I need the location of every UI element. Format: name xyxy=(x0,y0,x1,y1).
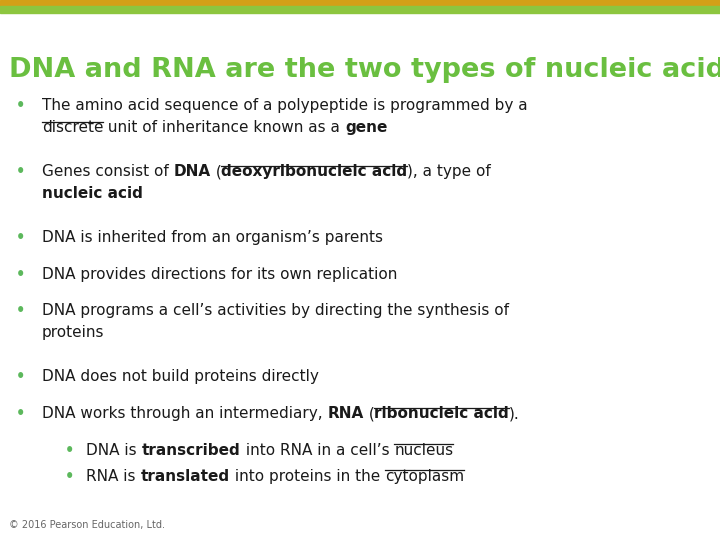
Text: cytoplasm: cytoplasm xyxy=(385,469,464,484)
Text: deoxyribonucleic acid: deoxyribonucleic acid xyxy=(221,164,408,179)
Text: nucleus: nucleus xyxy=(394,443,454,458)
Text: into proteins in the: into proteins in the xyxy=(230,469,385,484)
Text: DNA provides directions for its own replication: DNA provides directions for its own repl… xyxy=(42,267,397,282)
Text: DNA programs a cell’s activities by directing the synthesis of: DNA programs a cell’s activities by dire… xyxy=(42,303,509,319)
Text: © 2016 Pearson Education, Ltd.: © 2016 Pearson Education, Ltd. xyxy=(9,520,166,530)
Text: DNA does not build proteins directly: DNA does not build proteins directly xyxy=(42,369,319,384)
Text: Genes consist of: Genes consist of xyxy=(42,164,174,179)
Text: •: • xyxy=(16,230,25,245)
Text: •: • xyxy=(16,164,25,179)
Text: RNA: RNA xyxy=(328,406,364,421)
Text: •: • xyxy=(65,443,74,458)
Text: ribonucleic acid: ribonucleic acid xyxy=(374,406,509,421)
Text: •: • xyxy=(16,303,25,319)
Text: DNA is inherited from an organism’s parents: DNA is inherited from an organism’s pare… xyxy=(42,230,383,245)
Text: translated: translated xyxy=(141,469,230,484)
Text: ).: ). xyxy=(509,406,520,421)
Text: proteins: proteins xyxy=(42,325,104,340)
Text: •: • xyxy=(16,406,25,421)
Text: •: • xyxy=(65,469,74,484)
Bar xyxy=(0,6,720,13)
Text: RNA is: RNA is xyxy=(86,469,141,484)
Text: The amino acid sequence of a polypeptide is programmed by a: The amino acid sequence of a polypeptide… xyxy=(42,98,527,113)
Text: DNA works through an intermediary,: DNA works through an intermediary, xyxy=(42,406,328,421)
Text: discrete: discrete xyxy=(42,120,103,135)
Text: •: • xyxy=(16,267,25,282)
Text: DNA and RNA are the two types of nucleic acids: DNA and RNA are the two types of nucleic… xyxy=(9,57,720,83)
Text: nucleic acid: nucleic acid xyxy=(42,186,143,201)
Text: DNA: DNA xyxy=(174,164,210,179)
Text: into RNA in a cell’s: into RNA in a cell’s xyxy=(240,443,394,458)
Text: gene: gene xyxy=(345,120,387,135)
Text: unit of inheritance known as a: unit of inheritance known as a xyxy=(103,120,345,135)
Text: (: ( xyxy=(210,164,221,179)
Bar xyxy=(0,0,720,6)
Text: •: • xyxy=(16,369,25,384)
Text: transcribed: transcribed xyxy=(142,443,240,458)
Text: •: • xyxy=(16,98,25,113)
Text: ), a type of: ), a type of xyxy=(408,164,491,179)
Text: (: ( xyxy=(364,406,374,421)
Text: DNA is: DNA is xyxy=(86,443,142,458)
